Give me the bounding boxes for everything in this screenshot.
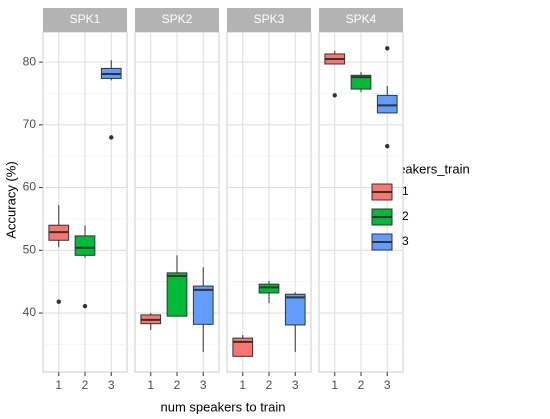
box bbox=[258, 283, 280, 294]
x-tick-label: 1 bbox=[239, 378, 246, 392]
box bbox=[166, 272, 188, 317]
x-tick-label: 1 bbox=[331, 378, 338, 392]
facet-label: SPK3 bbox=[254, 12, 285, 26]
y-tick-label: 50 bbox=[23, 242, 37, 256]
box bbox=[350, 74, 372, 90]
facet-strip bbox=[319, 8, 403, 32]
box bbox=[284, 293, 306, 326]
facet-label: SPK1 bbox=[70, 12, 101, 26]
box bbox=[74, 235, 96, 256]
y-tick-label: 60 bbox=[23, 180, 37, 194]
x-tick-label: 2 bbox=[358, 378, 365, 392]
y-axis-title: Accuracy (%) bbox=[3, 161, 18, 238]
x-tick-label: 1 bbox=[147, 378, 154, 392]
facet-label: SPK2 bbox=[162, 12, 193, 26]
outlier bbox=[82, 303, 88, 309]
facet-strip bbox=[135, 8, 219, 32]
y-tick-label: 70 bbox=[23, 117, 37, 131]
outlier bbox=[56, 299, 61, 304]
x-tick-label: 3 bbox=[384, 378, 391, 392]
facet-strip bbox=[227, 8, 311, 32]
legend-label: 3 bbox=[402, 234, 409, 248]
y-tick-label: 80 bbox=[23, 54, 37, 68]
outlier bbox=[109, 135, 114, 140]
facet-strip bbox=[43, 8, 127, 32]
legend-label: 2 bbox=[402, 209, 409, 223]
x-tick-label: 3 bbox=[200, 378, 207, 392]
x-tick-label: 2 bbox=[266, 378, 273, 392]
outlier bbox=[332, 93, 337, 98]
x-tick-label: 2 bbox=[82, 378, 89, 392]
box bbox=[376, 94, 398, 114]
facet-label: SPK4 bbox=[346, 12, 377, 26]
x-axis-title: num speakers to train bbox=[160, 399, 285, 414]
x-tick-label: 3 bbox=[108, 378, 115, 392]
legend-label: 1 bbox=[402, 184, 409, 198]
box bbox=[192, 285, 214, 325]
y-tick-label: 40 bbox=[23, 305, 37, 319]
box bbox=[232, 337, 254, 357]
x-tick-label: 2 bbox=[174, 378, 181, 392]
outlier bbox=[385, 143, 390, 149]
x-tick-label: 1 bbox=[55, 378, 62, 392]
outlier bbox=[385, 46, 390, 51]
x-tick-label: 3 bbox=[292, 378, 299, 392]
